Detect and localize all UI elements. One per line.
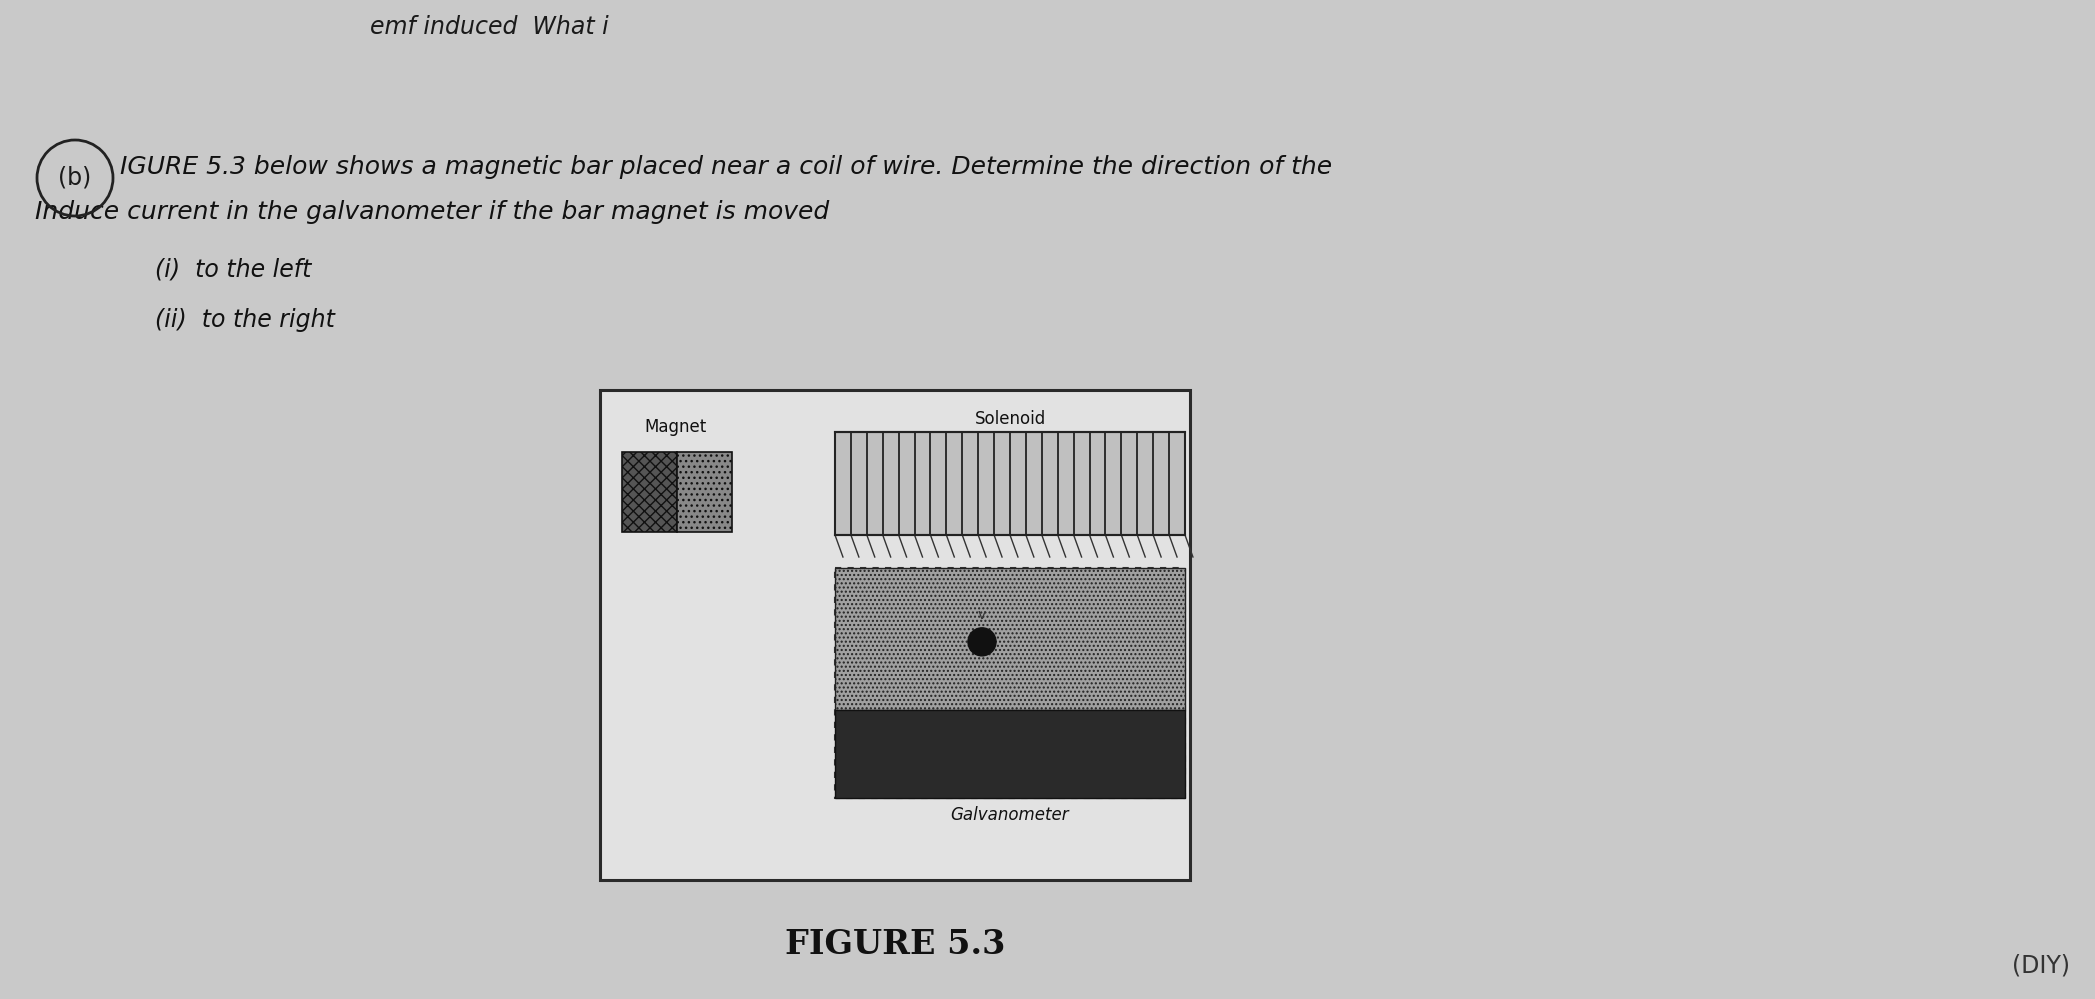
Text: (i)  to the left: (i) to the left: [155, 258, 312, 282]
Text: Galvanometer: Galvanometer: [951, 806, 1068, 824]
Bar: [599, 390, 1190, 880]
Bar: [677, 452, 731, 532]
Text: (ii)  to the right: (ii) to the right: [155, 308, 335, 332]
Bar: [836, 568, 1186, 710]
Text: (b): (b): [59, 166, 92, 190]
Text: emf induced  What i: emf induced What i: [371, 15, 610, 39]
Circle shape: [968, 627, 995, 655]
Text: (DIY): (DIY): [2011, 954, 2070, 978]
Bar: [836, 432, 1186, 535]
Text: Solenoid: Solenoid: [974, 410, 1045, 428]
Bar: [622, 452, 677, 532]
Bar: [836, 710, 1186, 798]
Text: FIGURE 5.3: FIGURE 5.3: [786, 928, 1006, 961]
Text: v: v: [978, 607, 987, 621]
Text: IGURE 5.3 below shows a magnetic bar placed near a coil of wire. Determine the d: IGURE 5.3 below shows a magnetic bar pla…: [119, 155, 1332, 179]
Text: Magnet: Magnet: [643, 418, 706, 436]
Text: Induce current in the galvanometer if the bar magnet is moved: Induce current in the galvanometer if th…: [36, 200, 830, 224]
Bar: [836, 568, 1186, 798]
